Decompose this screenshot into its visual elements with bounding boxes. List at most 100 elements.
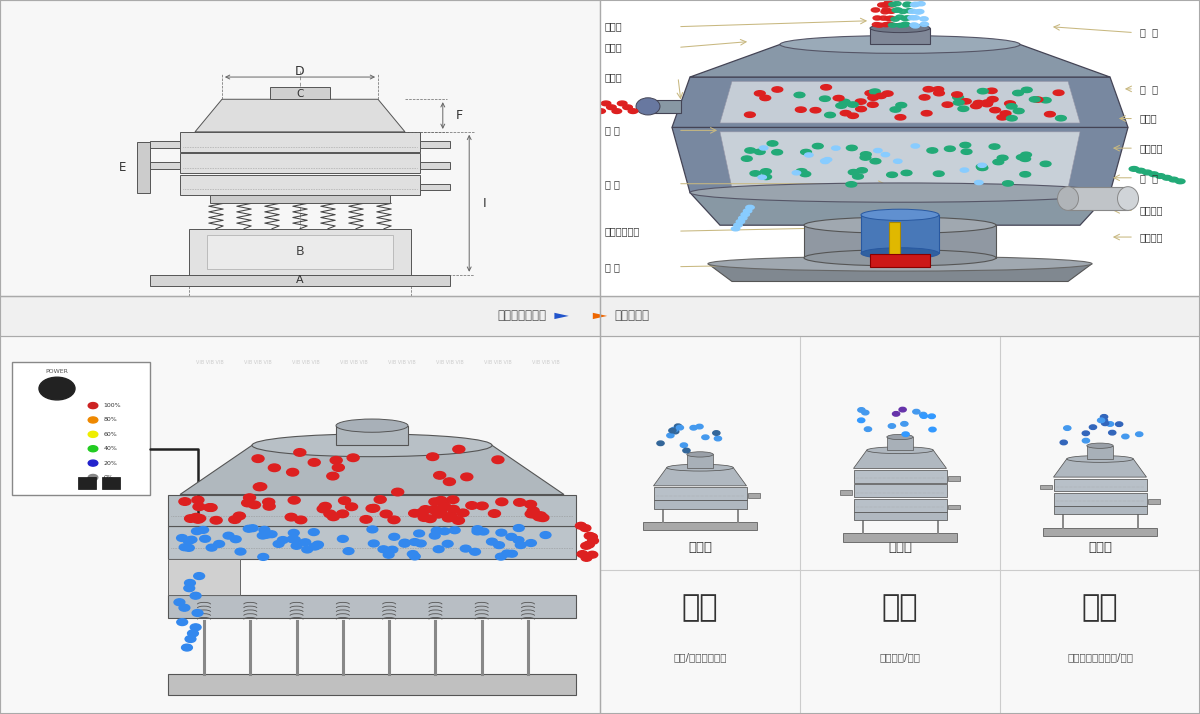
Ellipse shape [686,452,713,457]
Circle shape [192,496,204,504]
Circle shape [997,155,1008,161]
Polygon shape [1054,459,1146,477]
Bar [1054,478,1146,491]
Circle shape [886,22,894,26]
Circle shape [755,149,766,154]
Circle shape [1054,90,1064,96]
Circle shape [438,502,450,510]
Circle shape [1116,422,1123,426]
Circle shape [858,408,865,412]
Circle shape [414,530,425,537]
Circle shape [288,496,300,504]
Circle shape [894,159,902,164]
Circle shape [858,418,865,423]
Circle shape [488,510,500,518]
Circle shape [263,503,275,510]
Circle shape [241,499,253,507]
Polygon shape [720,132,1080,188]
Circle shape [887,16,895,20]
Circle shape [244,526,254,532]
Circle shape [419,514,431,521]
Circle shape [89,403,98,408]
Circle shape [430,532,440,539]
Circle shape [1004,101,1015,106]
Text: 100%: 100% [103,403,121,408]
Circle shape [185,515,197,523]
Circle shape [847,102,858,107]
Circle shape [871,8,880,12]
Circle shape [683,448,690,453]
Circle shape [908,9,917,14]
Circle shape [901,23,910,27]
Text: VIB VIB VIB: VIB VIB VIB [388,360,416,365]
Circle shape [409,510,421,517]
Circle shape [882,8,890,12]
Circle shape [233,512,245,520]
Circle shape [870,89,881,94]
Text: D: D [295,64,305,78]
Ellipse shape [690,183,1110,202]
Circle shape [515,542,526,548]
Text: 三层式: 三层式 [888,541,912,554]
Text: 筛  盘: 筛 盘 [1140,173,1158,183]
Ellipse shape [252,434,492,457]
Circle shape [884,16,893,21]
Circle shape [912,2,920,6]
Circle shape [179,604,190,611]
Circle shape [308,528,319,536]
Circle shape [960,168,968,172]
Circle shape [1090,425,1097,429]
Circle shape [882,23,890,26]
Circle shape [833,96,844,101]
Circle shape [916,9,924,14]
Bar [748,493,760,498]
Circle shape [181,644,192,651]
Circle shape [953,95,964,100]
Circle shape [427,506,439,513]
Circle shape [888,23,896,27]
Circle shape [294,448,306,456]
Bar [420,183,450,190]
Circle shape [434,496,446,504]
Circle shape [492,456,504,463]
Circle shape [383,551,394,558]
Circle shape [672,429,679,434]
Circle shape [904,16,912,20]
Circle shape [308,458,320,466]
Bar [804,225,996,258]
Circle shape [588,538,599,544]
Circle shape [259,526,270,533]
Circle shape [755,91,766,96]
Polygon shape [194,99,406,132]
Ellipse shape [866,447,934,453]
Circle shape [466,502,478,509]
Circle shape [1063,426,1070,431]
Circle shape [623,105,632,110]
Circle shape [1040,98,1051,103]
Circle shape [960,99,971,104]
Circle shape [865,91,876,96]
Circle shape [881,153,889,156]
Circle shape [668,428,676,433]
Circle shape [176,535,187,541]
Circle shape [601,101,611,106]
Bar [686,454,713,468]
Circle shape [896,103,907,108]
Circle shape [389,533,400,540]
Text: 束 环: 束 环 [605,126,619,136]
Circle shape [1163,176,1171,180]
Circle shape [913,10,922,14]
Bar [208,235,394,269]
Circle shape [864,427,871,431]
Ellipse shape [1087,443,1114,448]
Circle shape [478,528,488,535]
Text: 外形尺寸示意图: 外形尺寸示意图 [497,309,546,323]
Circle shape [674,424,682,428]
Bar [643,522,757,531]
Text: 60%: 60% [103,432,116,437]
Bar [853,511,947,520]
Circle shape [857,168,868,173]
Circle shape [761,174,772,179]
Circle shape [901,22,910,26]
Circle shape [266,531,277,538]
